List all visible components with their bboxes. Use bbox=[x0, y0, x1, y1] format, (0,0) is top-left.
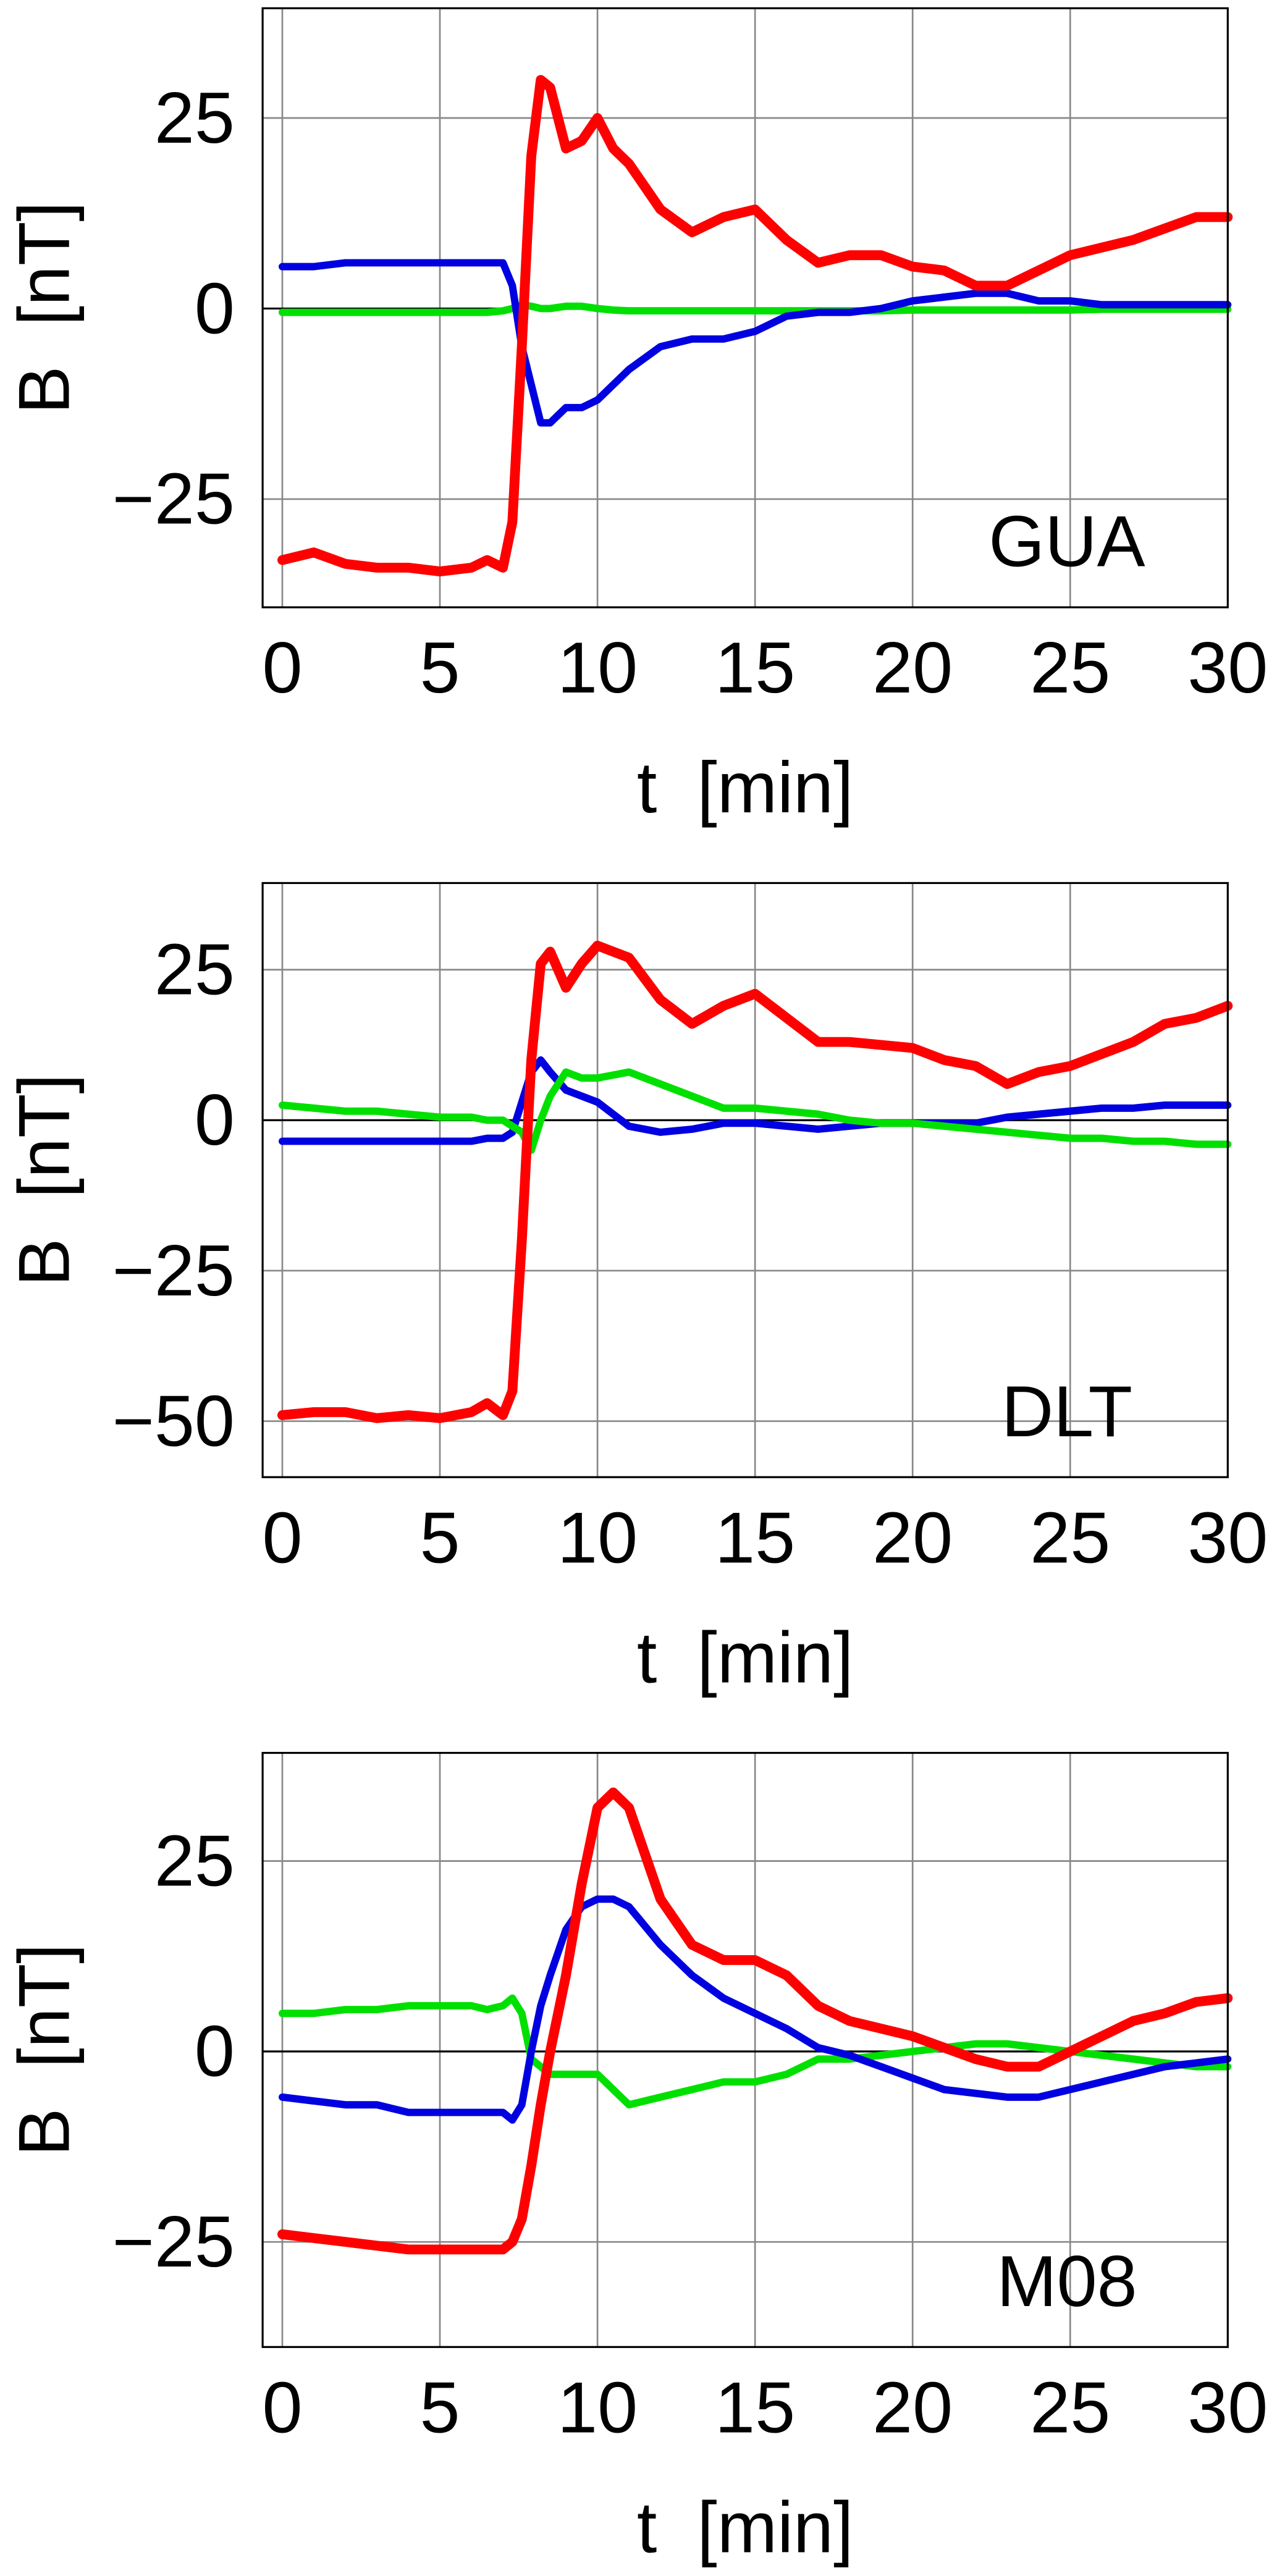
plot-frame bbox=[261, 7, 1229, 608]
x-tick-label: 15 bbox=[715, 627, 795, 708]
x-tick-label: 5 bbox=[420, 627, 460, 708]
series-line bbox=[277, 75, 1233, 577]
series-line bbox=[277, 940, 1233, 1423]
y-tick-label: 0 bbox=[195, 1079, 235, 1160]
x-tick-label: 25 bbox=[1030, 1497, 1110, 1578]
x-tick-label: 25 bbox=[1030, 627, 1110, 708]
y-axis-label: B [nT] bbox=[4, 1074, 85, 1286]
x-tick-label: 10 bbox=[557, 627, 638, 708]
series-line bbox=[278, 1895, 1232, 2124]
x-tick-label: 5 bbox=[420, 1497, 460, 1578]
x-tick-label: 30 bbox=[1187, 627, 1268, 708]
y-tick-label: 0 bbox=[195, 267, 235, 348]
y-tick-label: 25 bbox=[154, 77, 235, 158]
x-tick-label: 15 bbox=[715, 1497, 795, 1578]
x-tick-label: 20 bbox=[872, 627, 953, 708]
x-tick-label: 0 bbox=[262, 1497, 302, 1578]
x-tick-label: 0 bbox=[262, 627, 302, 708]
x-axis-label: t [min] bbox=[637, 747, 854, 828]
y-tick-label: −50 bbox=[112, 1380, 235, 1461]
series-line bbox=[278, 259, 1232, 427]
x-tick-label: 30 bbox=[1187, 2367, 1268, 2448]
y-axis-label: B [nT] bbox=[4, 201, 85, 414]
series-line bbox=[277, 1787, 1233, 2255]
plot-frame bbox=[261, 882, 1229, 1478]
x-axis-label: t [min] bbox=[637, 2486, 854, 2567]
y-tick-label: 25 bbox=[154, 929, 235, 1010]
series-line bbox=[278, 1068, 1232, 1155]
y-tick-label: 25 bbox=[154, 1820, 235, 1901]
y-tick-label: −25 bbox=[112, 2201, 235, 2282]
y-tick-label: 0 bbox=[195, 2011, 235, 2092]
annotation: M08 bbox=[997, 2241, 1137, 2321]
series-line bbox=[278, 1994, 1232, 2109]
y-tick-label: −25 bbox=[112, 458, 235, 539]
x-tick-label: 25 bbox=[1030, 2367, 1110, 2448]
x-tick-label: 30 bbox=[1187, 1497, 1268, 1578]
plot-frame bbox=[261, 1751, 1229, 2348]
y-axis-label: B [nT] bbox=[4, 1943, 85, 2156]
annotation: GUA bbox=[988, 501, 1145, 582]
series-line bbox=[278, 301, 1232, 316]
x-tick-label: 10 bbox=[557, 2367, 638, 2448]
x-tick-label: 10 bbox=[557, 1497, 638, 1578]
x-tick-label: 20 bbox=[872, 1497, 953, 1578]
x-tick-label: 15 bbox=[715, 2367, 795, 2448]
x-tick-label: 20 bbox=[872, 2367, 953, 2448]
annotation: DLT bbox=[1001, 1371, 1132, 1452]
y-tick-label: −25 bbox=[112, 1230, 235, 1311]
x-tick-label: 0 bbox=[262, 2367, 302, 2448]
x-axis-label: t [min] bbox=[637, 1617, 854, 1698]
series-line bbox=[278, 1056, 1232, 1145]
x-tick-label: 5 bbox=[420, 2367, 460, 2448]
